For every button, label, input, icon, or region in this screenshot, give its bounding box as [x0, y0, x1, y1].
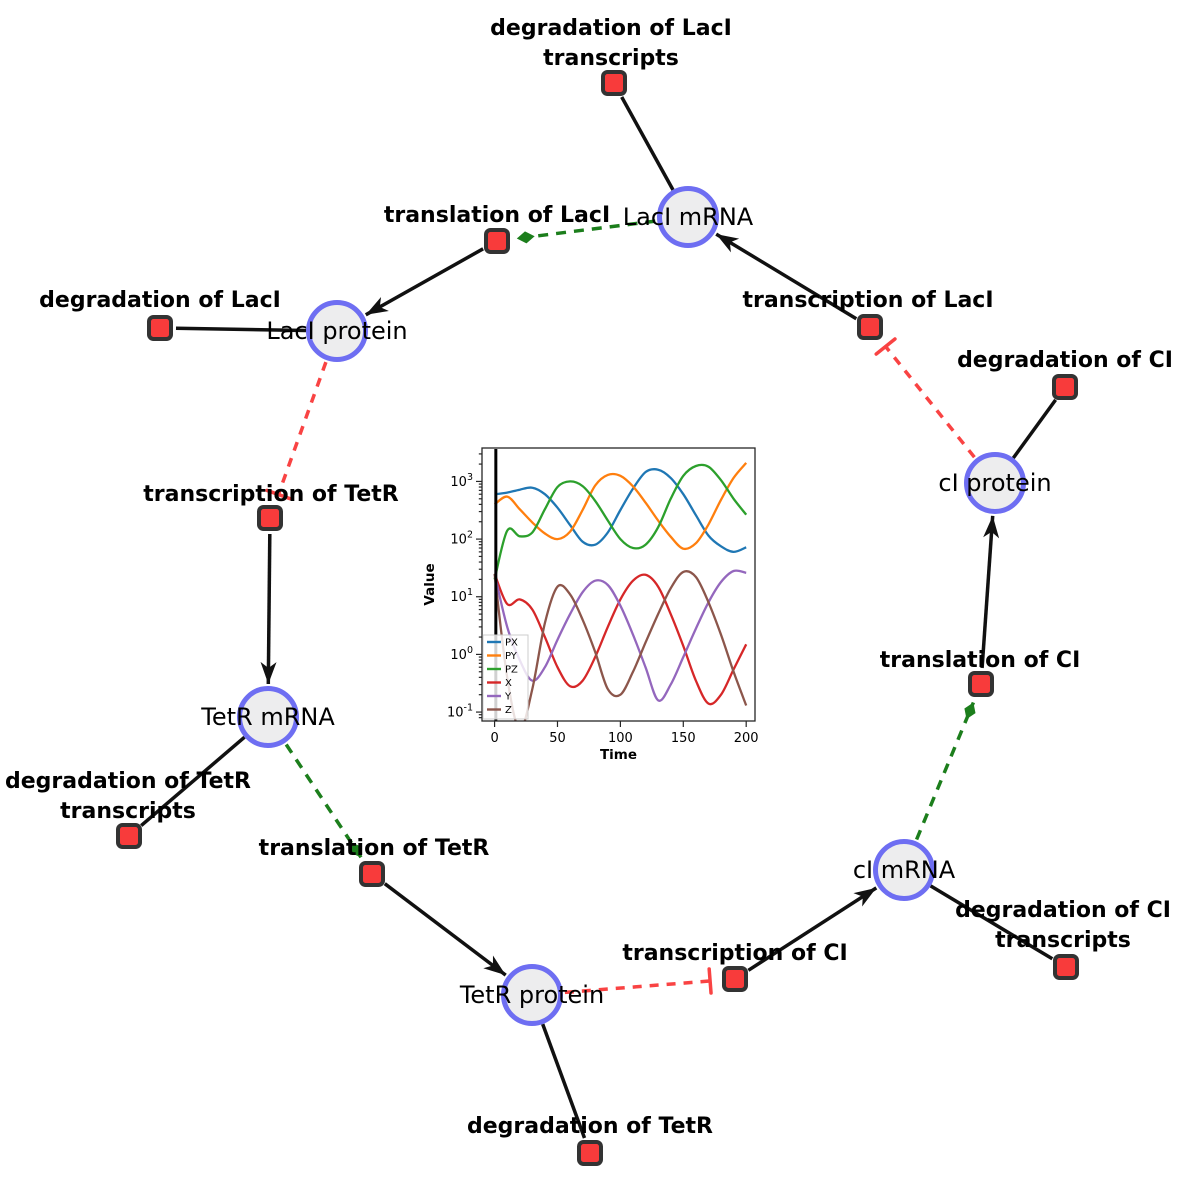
species-node-ci-mrna	[873, 839, 935, 901]
edge-production-transcription-laci-to-laci-mrna	[715, 232, 858, 321]
chart-xtick-label: 150	[671, 731, 696, 746]
chart-series-PZ	[493, 463, 748, 580]
edge-production-transcription-tetr-to-tetr-mrna	[260, 533, 277, 685]
species-node-laci-protein	[306, 300, 368, 362]
reaction-label-deg-tetr-transcripts: degradation of TetR transcripts	[5, 769, 251, 824]
labels-layer: LacI mRNA LacI protein TetR mRNA TetR prote…	[5, 16, 1173, 1139]
chart-series-X	[493, 573, 748, 706]
edge-consumption-ci-mrna-to-deg-ci-transcripts	[929, 884, 1054, 961]
species-label-ci-protein: cI protein	[938, 469, 1051, 497]
reaction-node-transcription-tetr	[257, 505, 283, 531]
reaction-node-deg-tetr	[577, 1140, 603, 1166]
chart-ytick-label: 103	[450, 472, 473, 490]
reaction-label-translation-laci: translation of LacI	[384, 203, 610, 228]
chart-axes-box	[481, 447, 756, 722]
reaction-node-translation-laci	[484, 228, 510, 254]
chart-ytick-label: 101	[450, 587, 473, 605]
species-node-tetr-protein	[501, 964, 563, 1026]
chart-xtick-label: 50	[549, 731, 566, 746]
edge-production-translation-tetr-to-tetr-protein	[383, 882, 507, 977]
chart-ticks	[476, 453, 747, 727]
reaction-node-deg-ci	[1052, 374, 1078, 400]
edge-consumption-ci-protein-to-deg-ci	[1011, 398, 1058, 460]
edge-production-translation-ci-to-ci-protein	[980, 515, 1000, 669]
edge-catalysis-ci-mrna-to-translation-ci	[914, 701, 976, 841]
chart-ytick-label: 100	[450, 645, 473, 663]
chart-ytick-label: 102	[450, 530, 473, 548]
reaction-node-transcription-laci	[857, 314, 883, 340]
reaction-label-deg-ci: degradation of CI	[957, 348, 1173, 373]
edge-catalysis-tetr-mrna-to-translation-tetr	[284, 743, 363, 859]
reaction-node-translation-ci	[968, 671, 994, 697]
chart-series-Z	[493, 570, 748, 721]
chart-plot-area	[493, 449, 748, 721]
legend-label-PY: PY	[505, 651, 518, 662]
reaction-node-deg-tetr-transcripts	[116, 823, 142, 849]
edge-inhibition-tetr-protein-to-transcription-ci	[564, 967, 713, 995]
reaction-label-transcription-laci: transcription of LacI	[742, 288, 993, 313]
species-node-laci-mrna	[657, 186, 719, 248]
legend-label-PZ: PZ	[505, 665, 518, 676]
reaction-label-deg-tetr: degradation of TetR	[467, 1114, 713, 1139]
reaction-label-deg-ci-transcripts: degradation of CI transcripts	[955, 898, 1171, 953]
legend-label-Y: Y	[504, 692, 512, 703]
chart-xtick-label: 0	[490, 731, 498, 746]
legend-label-Z: Z	[505, 705, 512, 716]
reaction-label-transcription-ci: transcription of CI	[622, 941, 847, 966]
reaction-node-translation-tetr	[359, 861, 385, 887]
edge-inhibition-laci-protein-to-transcription-tetr	[265, 361, 328, 501]
species-label-tetr-mrna: TetR mRNA	[200, 703, 335, 731]
edge-consumption-tetr-protein-to-deg-tetr	[541, 1023, 587, 1139]
edge-inhibition-ci-protein-to-transcription-laci	[874, 337, 976, 459]
reaction-label-translation-tetr: translation of TetR	[259, 836, 490, 861]
reaction-label-translation-ci: translation of CI	[880, 648, 1081, 673]
species-label-tetr-protein: TetR protein	[459, 981, 604, 1009]
reaction-node-deg-laci-transcripts	[601, 70, 627, 96]
chart-xtick-label: 200	[734, 731, 759, 746]
edges-layer	[140, 96, 1058, 1139]
reaction-node-transcription-ci	[722, 966, 748, 992]
legend-label-PX: PX	[505, 638, 518, 649]
reaction-node-deg-laci	[147, 315, 173, 341]
reaction-label-deg-laci-transcripts: degradation of LacI transcripts	[490, 16, 732, 71]
nodes-layer	[116, 70, 1079, 1166]
chart-y-axis-title: Value	[422, 563, 438, 605]
reaction-label-deg-laci: degradation of LacI	[39, 288, 281, 313]
species-node-tetr-mrna	[237, 686, 299, 748]
chart-legend: PX PY PZ XYZ	[482, 634, 529, 720]
species-node-ci-protein	[964, 452, 1026, 514]
edge-consumption-laci-mrna-to-deg-laci-transcripts	[620, 96, 675, 191]
chart-xtick-label: 100	[608, 731, 633, 746]
edge-production-transcription-ci-to-ci-mrna	[747, 886, 878, 972]
reaction-node-deg-ci-transcripts	[1053, 954, 1079, 980]
chart-series-Y	[493, 569, 747, 702]
chart-ytick-label: 10-1	[447, 703, 473, 721]
chart-x-axis-title: Time	[600, 747, 637, 763]
edge-consumption-laci-protein-to-deg-laci	[175, 326, 307, 333]
chart-legend-box	[482, 634, 529, 720]
reaction-label-transcription-tetr: transcription of TetR	[143, 482, 399, 507]
species-label-laci-protein: LacI protein	[266, 317, 407, 345]
legend-label-X: X	[505, 678, 512, 689]
edge-production-translation-laci-to-laci-protein	[364, 247, 484, 317]
chart-tick-labels: 10-1 100 101 102 103 0 50 100 150 200	[447, 472, 759, 746]
edge-consumption-tetr-mrna-to-deg-tetr-transcripts	[140, 735, 246, 827]
species-label-ci-mrna: cI mRNA	[853, 856, 956, 884]
species-label-laci-mrna: LacI mRNA	[623, 203, 754, 231]
edge-catalysis-laci-mrna-to-translation-laci	[516, 219, 656, 244]
